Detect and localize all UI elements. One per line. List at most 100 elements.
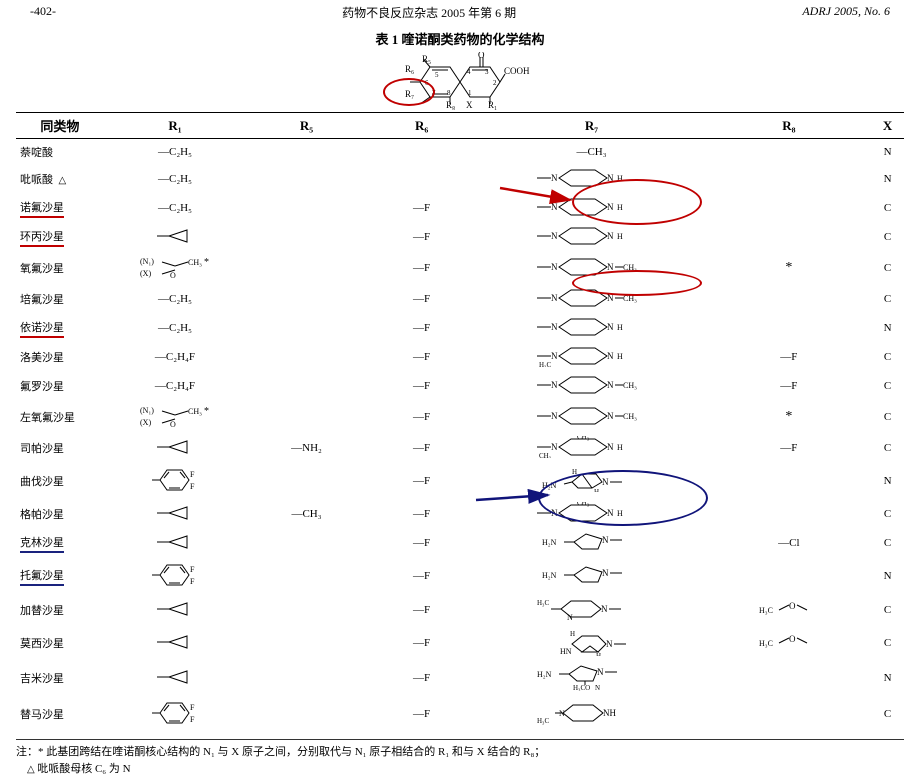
r5-cell	[246, 194, 367, 223]
col-x: X	[871, 113, 904, 139]
svg-text:N: N	[559, 709, 565, 718]
r7-cell: NNHH₃C	[476, 343, 706, 372]
r1-cell	[104, 223, 247, 252]
compound-name: 培氟沙星	[16, 285, 104, 314]
svg-text:R₁: R₁	[488, 100, 497, 110]
table-row: 萘啶酸—C₂H₅—CH₃N	[16, 139, 904, 165]
r1-cell: —C₂H₅	[104, 139, 247, 165]
svg-text:O: O	[170, 271, 176, 280]
compound-name: 托氟沙星	[16, 558, 104, 595]
r8-cell	[707, 696, 871, 733]
r8-cell: *	[707, 252, 871, 285]
compound-name: 环丙沙星	[16, 223, 104, 252]
r6-cell: —F	[367, 696, 477, 733]
svg-text:(X): (X)	[140, 269, 151, 278]
r7-cell: H₂NNHH	[476, 463, 706, 500]
svg-text:H₃C: H₃C	[537, 717, 549, 725]
svg-text:CH₃: CH₃	[539, 452, 552, 458]
r5-cell	[246, 463, 367, 500]
r8-cell: H₃CO	[707, 595, 871, 626]
svg-text:CH₃: CH₃	[577, 436, 590, 441]
r8-cell	[707, 194, 871, 223]
svg-text:N: N	[607, 322, 614, 332]
svg-text:H: H	[617, 174, 623, 183]
compound-name: 加替沙星	[16, 595, 104, 626]
svg-text:CH₃: CH₃	[623, 412, 637, 421]
compound-name: 吡哌酸 △	[16, 165, 104, 194]
r6-cell: —F	[367, 285, 477, 314]
table-row: 吉米沙星—FH₂NNH₃CONN	[16, 661, 904, 696]
svg-text:N: N	[597, 667, 604, 677]
r6-cell: —F	[367, 223, 477, 252]
svg-text:H: H	[596, 652, 601, 656]
svg-text:N: N	[551, 442, 558, 452]
svg-text:(N₁): (N₁)	[140, 257, 154, 266]
svg-text:H: H	[617, 509, 623, 518]
svg-text:N: N	[551, 173, 558, 183]
compound-name: 格帕沙星	[16, 500, 104, 529]
svg-text:HN: HN	[560, 647, 572, 656]
r7-cell: H₃CNN	[476, 595, 706, 626]
table-row: 克林沙星—FH₂NN—ClC	[16, 529, 904, 558]
svg-text:1: 1	[468, 89, 472, 97]
svg-text:*: *	[204, 406, 209, 417]
footnote-1: 注：* 此基团跨结在喹诺酮核心结构的 N₁ 与 X 原子之间，分别取代与 N₁ …	[16, 744, 904, 762]
r5-cell	[246, 595, 367, 626]
svg-text:N: N	[607, 508, 614, 518]
svg-text:X: X	[466, 100, 473, 110]
svg-text:F: F	[190, 482, 195, 491]
col-r8: R₈	[707, 113, 871, 139]
svg-text:R₇: R₇	[405, 89, 414, 99]
table-row: 托氟沙星FF—FH₂NNN	[16, 558, 904, 595]
r1-cell: FF	[104, 696, 247, 733]
r6-cell: —F	[367, 529, 477, 558]
r5-cell	[246, 285, 367, 314]
svg-text:N: N	[607, 173, 614, 183]
x-cell: N	[871, 139, 904, 165]
r7-cell: H₂NN	[476, 529, 706, 558]
table-row: 洛美沙星—C₂H₄F—FNNHH₃C—FC	[16, 343, 904, 372]
r6-cell: —F	[367, 401, 477, 434]
r6-cell: —F	[367, 314, 477, 343]
table-row: 加替沙星—FH₃CNNH₃COC	[16, 595, 904, 626]
svg-text:H₃C: H₃C	[759, 606, 773, 615]
svg-text:O: O	[170, 420, 176, 429]
journal-cn: 药物不良反应杂志 2005 年第 6 期	[342, 4, 516, 21]
r7-cell: NNCH₃	[476, 401, 706, 434]
r7-cell: NNH	[476, 194, 706, 223]
table-row: 替马沙星FF—FH₃CNNHC	[16, 696, 904, 733]
svg-text:F: F	[190, 703, 195, 712]
table-row: 左氧氟沙星(N₁)(X)CH₃*O—FNNCH₃*C	[16, 401, 904, 434]
svg-text:R₈: R₈	[446, 100, 455, 110]
r5-cell	[246, 696, 367, 733]
svg-text:H₃C: H₃C	[759, 639, 773, 648]
r6-cell: —F	[367, 463, 477, 500]
r8-cell	[707, 165, 871, 194]
svg-text:F: F	[190, 565, 195, 574]
x-cell: C	[871, 529, 904, 558]
r8-cell	[707, 463, 871, 500]
r5-cell	[246, 343, 367, 372]
x-cell: C	[871, 434, 904, 463]
svg-text:NH: NH	[603, 708, 616, 718]
svg-text:H: H	[617, 232, 623, 241]
svg-text:CH₃: CH₃	[623, 294, 637, 303]
r1-cell: —C₂H₅	[104, 314, 247, 343]
r6-cell: —F	[367, 626, 477, 661]
svg-text:CH₃: CH₃	[623, 263, 637, 272]
svg-text:H₃C: H₃C	[539, 361, 551, 367]
table-row: 吡哌酸 △—C₂H₅NNHN	[16, 165, 904, 194]
table-row: 氧氟沙星(N₁)(X)CH₃*O—FNNCH₃*C	[16, 252, 904, 285]
r1-cell	[104, 434, 247, 463]
r8-cell: H₃CO	[707, 626, 871, 661]
x-cell: C	[871, 626, 904, 661]
svg-text:N: N	[607, 411, 614, 421]
chemical-structure-table: 同类物 R₁ R₅ R₆ R₇ R₈ X 萘啶酸—C₂H₅—CH₃N吡哌酸 △—…	[0, 112, 920, 733]
r1-cell: FF	[104, 558, 247, 595]
svg-text:N: N	[551, 202, 558, 212]
table-row: 环丙沙星—FNNHC	[16, 223, 904, 252]
table-row: 培氟沙星—C₂H₅—FNNCH₃C	[16, 285, 904, 314]
x-cell: C	[871, 285, 904, 314]
r1-cell	[104, 500, 247, 529]
svg-text:H₃CO: H₃CO	[573, 684, 590, 691]
